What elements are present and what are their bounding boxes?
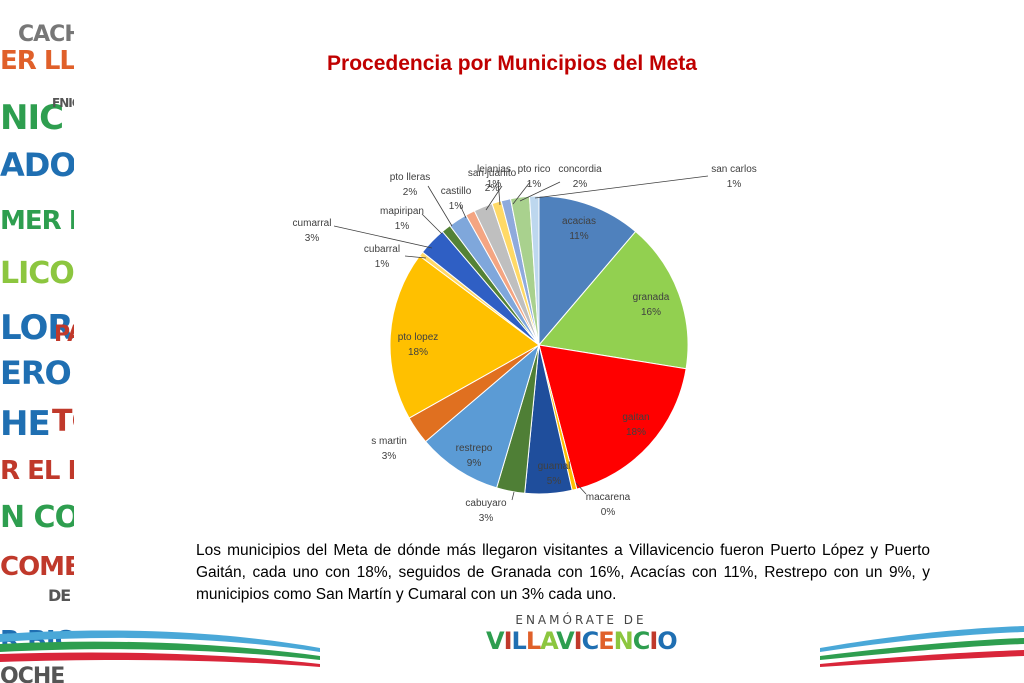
leader-line [427, 185, 453, 227]
side-word: PA [54, 322, 74, 347]
pie-slice-granada [538, 230, 689, 370]
data-label-cubarral: cubarral 1% [364, 244, 400, 270]
logo-letter: C [581, 627, 600, 655]
wave-decoration-right [820, 626, 1024, 667]
leader-line [511, 491, 515, 501]
logo-letter: I [573, 627, 583, 655]
data-label-gaitan: gaitan 18% [622, 412, 649, 438]
side-word: LOR [0, 308, 74, 348]
leader-line [519, 181, 561, 202]
pie-slice-acacias [538, 195, 637, 347]
side-word: NIC [0, 98, 64, 138]
data-label-macarena: macarena 0% [586, 492, 631, 518]
logo-tagline: ENAMÓRATE DE [515, 613, 647, 627]
logo-letter: C [632, 627, 651, 655]
pie-slice-gaitan [538, 344, 687, 490]
leader-line [485, 185, 503, 211]
logo-letter: A [540, 627, 557, 655]
logo-letter: O [657, 627, 677, 655]
logo-letter: N [613, 627, 634, 655]
leader-line [333, 225, 433, 249]
leader-line [404, 255, 427, 259]
data-label-cumarral: cumarral 3% [293, 218, 332, 244]
data-label-castillo: castillo 1% [441, 186, 472, 212]
logo-letter: L [511, 627, 527, 655]
side-word: FNIOS [52, 96, 74, 110]
side-word: LICON [0, 256, 74, 291]
side-word: ADORE [0, 146, 74, 184]
data-label-granada: granada 16% [633, 292, 670, 318]
side-word: R EL PARÇ [0, 456, 74, 486]
leader-line [421, 213, 443, 235]
logo-letter: E [598, 627, 614, 655]
data-label-cabuyaro: cabuyaro 3% [465, 498, 507, 524]
pie-slice-pto-lopez [389, 255, 540, 419]
logo-letter: I [503, 627, 513, 655]
data-label-s-martin: s martin 3% [371, 436, 407, 462]
logo-letter: V [556, 627, 575, 655]
side-word: HE [0, 404, 51, 444]
data-label-pto-lleras: pto lleras 2% [390, 172, 431, 198]
leader-line [497, 179, 501, 206]
data-label-san-carlos: san carlos 1% [711, 164, 757, 190]
logo-letter: I [649, 627, 658, 655]
side-word: CACHA [18, 22, 74, 47]
chart-title: Procedencia por Municipios del Meta [327, 52, 697, 75]
data-label-lejanias: lejanias 1% [477, 164, 511, 190]
caption-paragraph: Los municipios del Meta de dónde más lle… [196, 542, 930, 603]
data-label-acacias: acacias 11% [562, 216, 596, 242]
data-label-guamal: guamal 5% [538, 461, 571, 487]
side-word: DE [48, 586, 71, 605]
wave-decoration-left [0, 630, 320, 667]
logo-letter: V [486, 627, 505, 655]
data-label-mapiripan: mapiripan 1% [380, 206, 424, 232]
logo-letter: L [525, 627, 541, 655]
data-label-san-juanito: san juanito 2% [468, 168, 517, 194]
decorative-word-strip: CACHAER LLAN NICFNIOS ADORE MER EL F LICON LO… [0, 0, 74, 683]
side-word: N CON [0, 500, 74, 535]
side-word: COMER [0, 552, 74, 582]
logo: ENAMÓRATE DE VILLAVICENCIO [486, 613, 678, 661]
leader-line [575, 482, 587, 495]
data-label-pto-lopez: pto lopez 18% [398, 332, 439, 358]
pie-slice-restrepo [424, 343, 540, 489]
data-label-concordia: concordia 2% [558, 164, 602, 190]
leader-line [512, 181, 531, 205]
side-word: TC [52, 404, 74, 439]
leader-line [534, 175, 709, 199]
data-label-pto-rico: pto rico 1% [518, 164, 551, 190]
pie-chart: acacias 11% granada 16% gaitan 18% macarena 0% g… [293, 164, 757, 524]
leader-line [459, 204, 467, 219]
side-word: OCHE [0, 664, 65, 683]
side-word: ERO [0, 354, 72, 392]
data-label-restrepo: restrepo 9% [456, 443, 493, 469]
side-word: ER LLAN [0, 46, 74, 76]
side-word: MER EL F [0, 206, 74, 236]
logo-name: VILLAVICENCIO [486, 627, 678, 655]
